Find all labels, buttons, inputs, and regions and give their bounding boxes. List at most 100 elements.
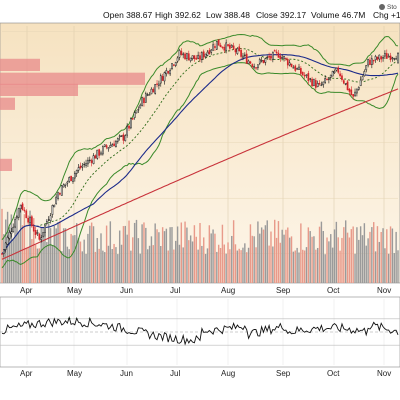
candle (169, 68, 171, 76)
x-tick-label: Jun (120, 369, 133, 378)
volume-bar (266, 220, 268, 283)
candle (382, 55, 384, 62)
candle (290, 63, 293, 68)
candle (1, 253, 3, 255)
candle (288, 59, 291, 67)
volume-bar (47, 223, 50, 283)
candle (4, 241, 7, 253)
candle (64, 183, 67, 189)
volume-bar (247, 247, 250, 283)
volume-bar (331, 247, 334, 283)
volume-bar (21, 225, 24, 283)
candle (292, 65, 295, 69)
volume-bar (19, 209, 22, 283)
candle (66, 180, 69, 187)
volume-bar (191, 241, 194, 283)
candle (126, 123, 128, 138)
candle (131, 117, 134, 121)
volume-bar (281, 229, 283, 283)
volume-bar (117, 254, 119, 283)
candle (116, 137, 119, 144)
candle (14, 216, 16, 229)
volume-bar (348, 237, 351, 283)
candle (161, 73, 164, 81)
volume-bar (346, 232, 349, 283)
volume-bar (232, 220, 235, 283)
candle (72, 177, 74, 184)
volume-bar (378, 241, 381, 283)
candle (260, 56, 263, 63)
volume-bar (176, 226, 179, 283)
volume-bar (44, 229, 46, 283)
candle (227, 43, 229, 48)
volume-bar (173, 249, 175, 283)
candle (240, 48, 242, 60)
candle (182, 52, 185, 59)
volume-profile-bar (0, 158, 12, 171)
candle (249, 60, 252, 64)
candle (356, 88, 358, 97)
candle (363, 69, 366, 77)
ma-50-line (1, 54, 399, 255)
candle (38, 232, 41, 241)
candle (100, 150, 102, 156)
candle (316, 80, 319, 88)
x-tick-label: Sep (276, 369, 291, 378)
volume-bar (87, 233, 89, 283)
candle (124, 134, 127, 142)
candle (74, 171, 76, 182)
candle (245, 50, 248, 64)
volume-bar (279, 242, 282, 283)
candle (130, 117, 132, 130)
volume-bar (124, 225, 126, 283)
candle (6, 235, 9, 246)
volume-bar (92, 226, 95, 283)
x-tick-label: May (67, 286, 82, 295)
candle (369, 57, 371, 66)
volume-bar (376, 226, 379, 283)
volume-bar (204, 253, 207, 283)
candle (387, 53, 390, 58)
candle (118, 134, 121, 141)
candle (27, 215, 29, 225)
candle (352, 94, 355, 100)
volume-bar (219, 247, 222, 283)
volume-bar (367, 238, 369, 283)
candle (21, 201, 24, 211)
volume-bar (283, 234, 285, 283)
volume-bar (326, 237, 328, 283)
candle (389, 52, 392, 63)
candle (335, 67, 338, 72)
x-tick-label: Nov (377, 369, 391, 378)
candle (354, 88, 356, 97)
volume-bar (107, 245, 110, 283)
volume-bar (158, 232, 160, 283)
volume-bar (180, 222, 183, 283)
volume-bar (169, 227, 171, 283)
candle (31, 214, 33, 228)
x-tick-label: Apr (20, 286, 33, 295)
candle (341, 73, 343, 82)
price-axis-labels: Apr May Jun Jul Aug Sep Oct Nov (20, 286, 391, 295)
volume-bar (225, 253, 227, 283)
volume-bar (132, 237, 134, 283)
candle (357, 86, 360, 91)
candle (378, 54, 381, 62)
volume-bar (318, 226, 321, 283)
candle (77, 163, 80, 173)
candle (184, 52, 186, 60)
candle (96, 149, 99, 160)
volume-bar (354, 253, 356, 283)
volume-bar (8, 227, 11, 283)
volume-bar (249, 224, 252, 283)
bollinger-upper (1, 33, 399, 241)
candle (333, 69, 336, 74)
candle (8, 230, 11, 241)
candle (253, 63, 256, 69)
candle (75, 169, 78, 177)
volume-bar (34, 244, 37, 283)
candle (243, 52, 246, 58)
candle (159, 73, 162, 87)
x-tick-label: Nov (377, 286, 391, 295)
candle (328, 77, 330, 84)
